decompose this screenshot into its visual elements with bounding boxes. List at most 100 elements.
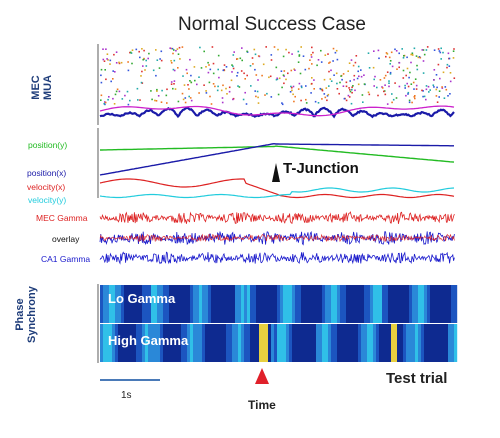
raster-spike [351, 88, 353, 91]
heatmap-cell [412, 324, 416, 362]
heatmap-cell [154, 285, 158, 323]
scale-bar-label: 1s [121, 390, 132, 401]
heatmap-cell [166, 324, 170, 362]
raster-spike [312, 51, 314, 54]
raster-spike [141, 48, 143, 50]
raster-spike [288, 51, 290, 54]
raster-spike [336, 88, 339, 90]
ca1-gamma-trace [99, 251, 455, 265]
heatmap-cell [379, 285, 383, 323]
raster-spike [353, 78, 355, 81]
heatmap-cell [286, 324, 290, 362]
heatmap-cell [388, 285, 392, 323]
mua-magenta-trace [99, 105, 455, 117]
raster-spike [208, 64, 210, 66]
raster-spike [262, 63, 265, 66]
raster-spike [410, 53, 412, 56]
raster-spike [232, 54, 235, 56]
raster-spike [200, 67, 203, 69]
raster-spike [218, 76, 220, 79]
raster-spike [268, 76, 270, 79]
heatmap-cell [151, 324, 155, 362]
raster-spike [363, 74, 365, 76]
raster-spike [352, 64, 355, 67]
raster-spike [207, 71, 210, 74]
raster-spike [425, 85, 428, 87]
heatmap-cell [397, 285, 401, 323]
raster-spike [257, 79, 259, 81]
raster-spike [145, 65, 148, 67]
raster-spike [276, 77, 278, 80]
raster-spike [311, 82, 313, 85]
raster-spike [421, 49, 424, 51]
heatmap-cell [421, 285, 425, 323]
raster-spike [205, 92, 208, 94]
raster-spike [160, 50, 163, 53]
heatmap-cell [343, 324, 347, 362]
raster-spike [452, 50, 455, 52]
position-y-trace [100, 145, 455, 163]
raster-spike [178, 46, 181, 49]
raster-spike [166, 102, 168, 104]
lo-gamma-heatmap [100, 285, 458, 323]
raster-spike [121, 98, 124, 100]
raster-spike [413, 88, 415, 90]
raster-spike [214, 85, 216, 88]
raster-spike [256, 90, 259, 93]
heatmap-cell [313, 324, 317, 362]
heatmap-cell [229, 324, 233, 362]
raster-spike [239, 57, 242, 60]
heatmap-cell [256, 285, 260, 323]
raster-spike [425, 49, 428, 51]
raster-spike [449, 80, 452, 83]
raster-spike [398, 52, 400, 55]
heatmap-cell [148, 285, 152, 323]
raster-spike [172, 52, 174, 55]
raster-spike [261, 74, 263, 77]
raster-spike [335, 72, 338, 75]
heatmap-cell [163, 324, 167, 362]
raster-spike [328, 70, 330, 73]
raster-spike [327, 93, 330, 96]
raster-spike [127, 69, 130, 72]
raster-spike [223, 64, 226, 66]
raster-spike [170, 83, 173, 85]
raster-spike [100, 99, 102, 101]
heatmap-cell [103, 285, 107, 323]
heatmap-cell [118, 285, 122, 323]
heatmap-cell [331, 324, 335, 362]
raster-spike [408, 99, 411, 102]
raster-spike [418, 56, 421, 58]
raster-spike [264, 94, 266, 96]
raster-spike [291, 89, 293, 92]
raster-spike [321, 88, 324, 91]
t-junction-label: T-Junction [283, 160, 359, 177]
heatmap-cell [277, 324, 281, 362]
raster-spike [189, 80, 191, 82]
heatmap-cell [163, 285, 167, 323]
velocity-y-label: velocity(y) [28, 195, 67, 205]
raster-spike [158, 67, 161, 69]
heatmap-cell [211, 324, 215, 362]
velocity-y-trace [99, 187, 455, 199]
heatmap-cell [439, 324, 443, 362]
heatmap-cell [451, 324, 455, 362]
raster-spike [183, 84, 186, 86]
raster-spike [100, 94, 103, 97]
raster-spike [320, 88, 323, 91]
raster-spike [300, 99, 302, 102]
raster-spike [249, 65, 252, 67]
heatmap-cell [256, 324, 260, 362]
heatmap-cell [280, 285, 284, 323]
raster-spike [242, 98, 245, 101]
raster-spike [373, 50, 375, 52]
heatmap-cell [178, 285, 182, 323]
overlay-red-trace [99, 233, 455, 243]
raster-spike [416, 68, 419, 71]
heatmap-cell [166, 285, 170, 323]
raster-spike [292, 93, 294, 96]
heatmap-cell [340, 324, 344, 362]
raster-spike [321, 98, 323, 100]
raster-spike [406, 56, 408, 59]
figure-title: Normal Success Case [178, 14, 366, 35]
